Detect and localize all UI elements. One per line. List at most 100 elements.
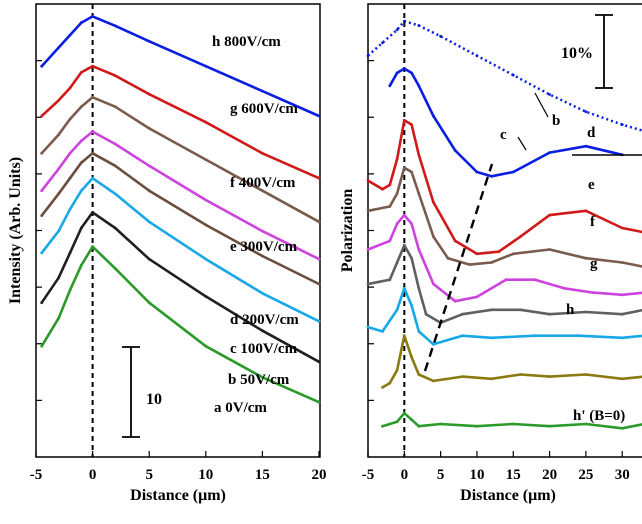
polarization-series-1-point xyxy=(584,110,588,114)
polarization-series-1-point xyxy=(548,93,551,96)
intensity-series-5-point xyxy=(204,223,208,227)
polarization-series-8-point xyxy=(548,375,551,378)
intensity-series-label-7: b 50V/cm xyxy=(228,372,290,388)
intensity-series-4-point xyxy=(68,151,72,155)
intensity-series-8-point xyxy=(147,301,151,305)
intensity-series-7-point xyxy=(57,276,60,280)
polarization-series-6-point xyxy=(620,312,624,316)
polarization-series-7-point xyxy=(410,304,413,307)
polarization-series-8-point xyxy=(417,373,421,376)
polarization-x-tick-label: 20 xyxy=(542,467,557,483)
polarization-series-8-point xyxy=(519,373,522,376)
polarization-series-4-point xyxy=(468,263,472,266)
intensity-series-7-point xyxy=(147,257,151,261)
polarization-series-5-point xyxy=(388,239,392,243)
intensity-series-8-point xyxy=(261,375,264,379)
polarization-series-5-point xyxy=(504,278,508,282)
intensity-series-5-point xyxy=(57,192,60,196)
polarization-series-3-point xyxy=(453,239,457,243)
polarization-series-9-point xyxy=(620,426,624,430)
polarization-series-9-point xyxy=(381,424,384,428)
intensity-series-8-point xyxy=(91,245,94,249)
polarization-x-axis-label: Distance (μm) xyxy=(460,487,556,504)
intensity-series-3-point xyxy=(204,158,208,162)
polarization-series-1-point xyxy=(402,19,406,23)
polarization-series-3-point xyxy=(395,157,399,161)
intensity-x-tick-label: 20 xyxy=(312,467,327,483)
intensity-series-7-point xyxy=(40,301,44,305)
intensity-series-4-point xyxy=(261,229,264,233)
polarization-series-8-line xyxy=(381,334,642,389)
polarization-series-6-point xyxy=(424,312,428,316)
polarization-series-1-point xyxy=(511,73,515,77)
intensity-series-5-point xyxy=(79,161,83,165)
intensity-series-6-point xyxy=(40,251,44,255)
intensity-x-tick-label: -5 xyxy=(30,467,43,483)
polarization-series-3-point xyxy=(417,153,421,157)
polarization-series-6-point xyxy=(366,282,370,286)
intensity-series-4-point xyxy=(40,189,44,193)
intensity-series-4-line xyxy=(40,130,320,261)
intensity-series-3-point xyxy=(91,95,94,99)
intensity-series-6-line xyxy=(40,176,320,323)
intensity-series-3-point xyxy=(79,105,83,109)
intensity-series-4-point xyxy=(204,198,208,202)
polarization-series-5-point xyxy=(591,291,595,294)
polarization-series-label-7: c xyxy=(500,127,507,143)
intensity-series-2-point xyxy=(147,92,151,96)
intensity-series-4-point xyxy=(91,130,94,134)
intensity-x-axis-label: Distance (μm) xyxy=(130,487,226,504)
polarization-series-7-point xyxy=(381,330,384,333)
polarization-x-tick-label: 25 xyxy=(578,467,593,483)
polarization-series-8-point xyxy=(490,377,493,381)
polarization-series-9-point xyxy=(402,411,406,415)
intensity-series-8-point xyxy=(113,267,117,270)
polarization-series-7-point xyxy=(461,334,464,338)
intensity-panel: -5 0 5 10 15 20 Distance (μm) Intensity (Arb. U… xyxy=(7,3,327,504)
polarization-series-5-point xyxy=(475,295,479,299)
intensity-series-label-4: e 300V/cm xyxy=(230,239,298,255)
polarization-series-label-4: f xyxy=(590,214,596,230)
polarization-series-9-point xyxy=(475,424,479,428)
intensity-axes-frame xyxy=(35,3,321,458)
polarization-series-label-2: h xyxy=(566,302,575,318)
polarization-series-9-point xyxy=(548,424,551,428)
polarization-series-1-point xyxy=(620,123,624,126)
polarization-series-5-point xyxy=(366,248,370,251)
polarization-series-8-point xyxy=(395,368,399,372)
intensity-series-7-point xyxy=(91,211,94,214)
polarization-arrow-hprime xyxy=(534,92,549,118)
intensity-x-tick-label: 0 xyxy=(89,467,97,483)
polarization-series-2-point xyxy=(511,170,515,174)
intensity-series-label-1: h 800V/cm xyxy=(212,34,281,50)
polarization-series-9-point xyxy=(395,420,399,424)
intensity-series-2-point xyxy=(79,71,83,74)
polarization-series-6-point xyxy=(410,256,413,260)
intensity-series-2-point xyxy=(113,74,117,77)
intensity-series-1-point xyxy=(147,39,151,43)
intensity-series-1-point xyxy=(317,114,321,118)
intensity-series-8-point xyxy=(68,288,72,292)
polarization-series-9-point xyxy=(439,422,442,426)
polarization-series-9-point xyxy=(511,422,515,426)
polarization-series-9-point xyxy=(410,418,413,422)
intensity-y-axis-label: Intensity (Arb. Units) xyxy=(7,157,24,304)
polarization-series-8-point xyxy=(584,373,588,376)
intensity-series-2-point xyxy=(68,86,72,90)
polarization-series-7-point xyxy=(432,342,435,346)
polarization-series-2-point xyxy=(548,151,551,155)
intensity-series-5-point xyxy=(317,282,321,286)
intensity-series-7-point xyxy=(261,329,264,333)
polarization-series-label-5: e xyxy=(588,177,595,193)
intensity-series-8-point xyxy=(40,344,44,348)
polarization-series-4-point xyxy=(395,192,399,195)
intensity-series-2-point xyxy=(57,99,60,102)
polarization-series-label-6: d xyxy=(587,125,596,141)
intensity-series-label-5: d 200V/cm xyxy=(230,312,299,328)
intensity-series-8-point xyxy=(204,344,208,348)
intensity-series-2-point xyxy=(261,151,264,155)
polarization-series-2-point xyxy=(432,114,435,118)
polarization-series-4-point xyxy=(490,261,493,264)
intensity-x-tick-label: 10 xyxy=(198,467,213,483)
polarization-x-tick-label: 15 xyxy=(506,467,521,483)
